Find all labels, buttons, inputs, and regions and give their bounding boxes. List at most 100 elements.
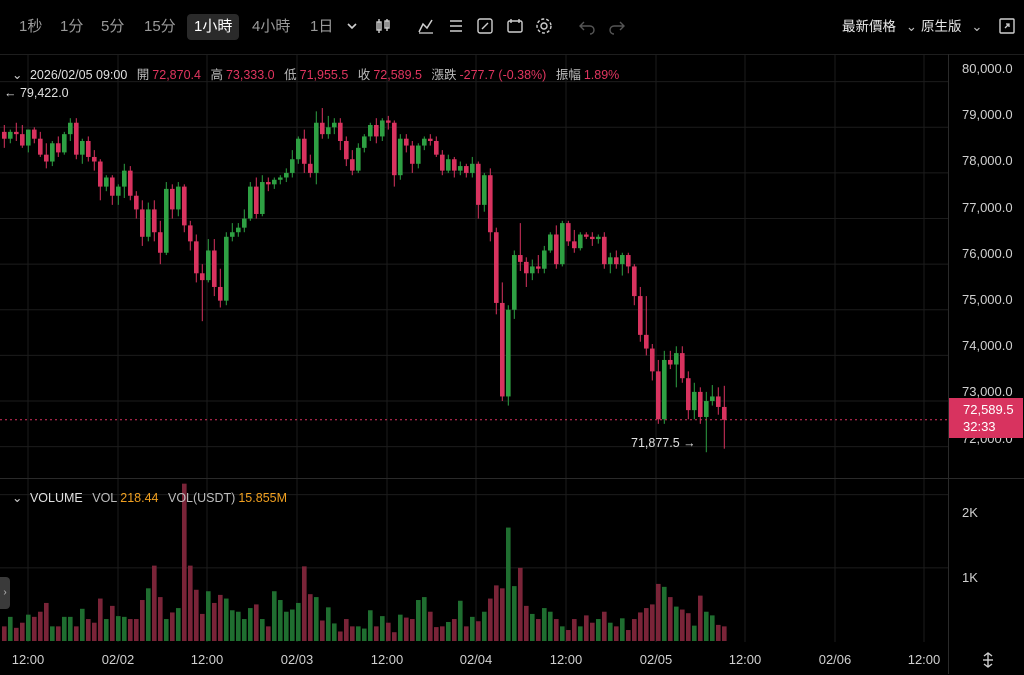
volume-bar: [290, 609, 295, 641]
candle-body: [50, 143, 55, 162]
volume-bar: [530, 613, 535, 641]
y-tick-label: 79,000.0: [962, 107, 1013, 122]
volume-bar: [566, 630, 571, 641]
x-tick-label: 02/04: [459, 652, 493, 667]
drawing-tool-icon[interactable]: [475, 16, 495, 36]
candle-body: [416, 145, 421, 164]
candle-body: [326, 127, 331, 135]
timeframe-1d[interactable]: 1日: [310, 18, 334, 35]
y-tick-label: 78,000.0: [962, 153, 1013, 168]
volume-bar: [638, 612, 643, 641]
candle-body: [464, 166, 469, 173]
candle-body: [722, 406, 727, 420]
timeframe-15m[interactable]: 15分: [144, 18, 176, 35]
volume-bar: [188, 565, 193, 641]
chevron-down-icon: ⌄: [905, 19, 918, 34]
side-panel-toggle[interactable]: ›: [0, 577, 10, 609]
list-settings-icon[interactable]: [446, 16, 466, 36]
timeframe-1s[interactable]: 1秒: [19, 18, 43, 35]
candle-body: [152, 209, 157, 233]
candle-body: [374, 125, 379, 137]
template-icon[interactable]: [505, 16, 525, 36]
volume-bar: [272, 591, 277, 641]
candle-body: [356, 147, 361, 171]
timeframe-5m[interactable]: 5分: [101, 18, 125, 35]
candle-body: [110, 177, 115, 196]
candle-body: [116, 186, 121, 196]
price-type-label: 最新價格: [842, 19, 896, 34]
volume-bar: [434, 627, 439, 641]
candles: [2, 108, 727, 453]
candle-body: [470, 163, 475, 173]
candle-body: [422, 138, 427, 146]
volume-bar: [92, 622, 97, 641]
volume-bar: [320, 620, 325, 641]
collapse-icon[interactable]: ⌄: [12, 68, 23, 82]
candle-body: [614, 257, 619, 265]
candle-body: [194, 241, 199, 274]
candle-type-icon[interactable]: [373, 16, 393, 36]
legend-open: 72,870.4: [152, 68, 201, 82]
volume-bar: [32, 616, 37, 641]
candle-body: [572, 241, 577, 249]
volume-bar: [680, 609, 685, 641]
x-tick-label: 12:00: [11, 652, 45, 667]
candle-body: [38, 138, 43, 155]
candle-body: [320, 122, 325, 135]
volume-bar: [608, 622, 613, 641]
candle-body: [314, 122, 319, 173]
price-type-select[interactable]: 最新價格 ⌄: [842, 14, 917, 40]
volume-bar: [326, 607, 331, 641]
vol-usdt-value: 15.855M: [238, 491, 288, 505]
candle-body: [524, 261, 529, 274]
candle-body: [404, 138, 409, 146]
timeframe-1h[interactable]: 1小時: [187, 14, 240, 40]
legend-low: 71,955.5: [299, 68, 349, 82]
candle-body: [482, 175, 487, 205]
last-price-value: 72,589.5: [963, 402, 1014, 417]
candle-body: [158, 232, 163, 253]
scale-reset-icon[interactable]: [978, 650, 998, 670]
volume-bar: [410, 619, 415, 641]
candle-body: [446, 159, 451, 171]
candle-body: [14, 131, 19, 135]
collapse-icon[interactable]: ⌄: [12, 491, 23, 505]
volume-bar: [536, 619, 541, 641]
axis-divider: [948, 54, 949, 674]
gear-icon[interactable]: [534, 16, 554, 36]
chevron-down-icon[interactable]: [342, 16, 362, 36]
volume-bar: [302, 566, 307, 641]
candle-body: [500, 302, 505, 397]
candle-body: [266, 182, 271, 185]
volume-bar: [458, 600, 463, 641]
candle-body: [122, 170, 127, 187]
candle-body: [56, 143, 61, 153]
candle-body: [62, 134, 67, 153]
candle-body: [494, 232, 499, 303]
indicators-icon[interactable]: [416, 16, 436, 36]
candle-body: [260, 182, 265, 214]
legend-close-label: 收: [357, 68, 371, 82]
candle-body: [140, 209, 145, 237]
candle-body: [224, 236, 229, 301]
candle-body: [386, 120, 391, 123]
view-mode-select[interactable]: 原生版 ⌄: [921, 14, 983, 40]
timeframe-4h[interactable]: 4小時: [252, 18, 291, 35]
volume-bar: [98, 598, 103, 641]
undo-icon[interactable]: [577, 16, 597, 36]
fullscreen-icon[interactable]: [997, 16, 1017, 36]
volume-bar: [44, 602, 49, 641]
timeframe-1m[interactable]: 1分: [60, 18, 84, 35]
candle-body: [398, 138, 403, 176]
candle-body: [128, 170, 133, 196]
pane-divider[interactable]: [0, 478, 1024, 479]
volume-bar: [182, 483, 187, 641]
volume-bar: [476, 621, 481, 641]
volume-bar: [644, 608, 649, 641]
candle-body: [344, 140, 349, 160]
candle-body: [590, 236, 595, 240]
volume-bar: [584, 615, 589, 641]
volume-bar: [422, 597, 427, 641]
redo-icon[interactable]: [607, 16, 627, 36]
